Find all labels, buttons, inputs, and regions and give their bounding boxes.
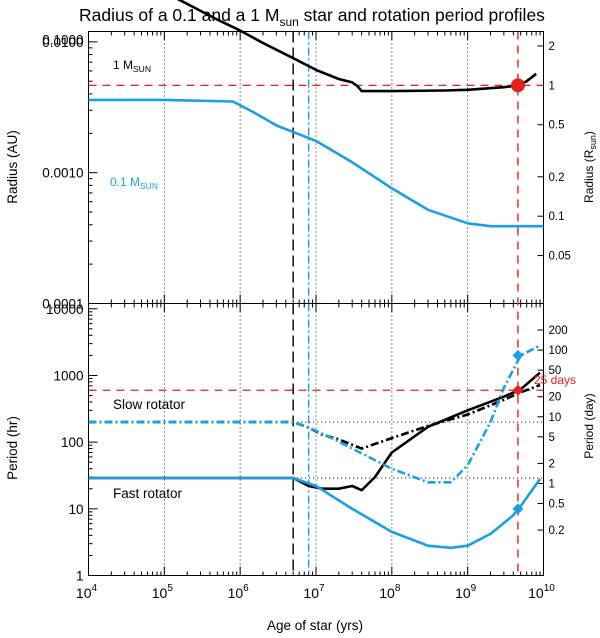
bottom-y-axis-label: Period (hr)	[5, 416, 20, 480]
top-y-axis-label: Radius (AU)	[5, 130, 20, 204]
title-main: Radius of a 0.1 and a 1 M	[79, 5, 279, 25]
x-axis-label: Age of star (yrs)	[267, 618, 363, 633]
x-tick-exponent: 5	[167, 583, 173, 594]
top-right-axis-label-main: Radius (R	[582, 149, 596, 203]
y-tick-label: 0.0100	[42, 35, 83, 50]
right-y-tick-label: 2	[549, 41, 555, 53]
y-tick-label: 100	[61, 435, 84, 450]
x-tick-label: 106	[228, 583, 250, 601]
y-tick-label: 1	[76, 569, 84, 584]
data-markers	[510, 78, 525, 515]
y-tick-label: 10000	[46, 302, 84, 317]
x-tick-exponent: 9	[471, 583, 477, 594]
series-line	[88, 383, 541, 450]
right-y-tick-label: 100	[549, 345, 568, 357]
right-y-tick-label: 2	[549, 458, 555, 470]
x-tick-label: 105	[152, 583, 174, 601]
right-y-tick-label: 0.5	[549, 120, 565, 132]
right-y-tick-label: 0.05	[549, 251, 571, 263]
series-label-1msun-sub: SUN	[133, 64, 151, 74]
x-tick-exponent: 7	[319, 583, 325, 594]
title-sub: sun	[279, 15, 298, 29]
top-right-axis-label: Radius (Rsun)	[582, 131, 598, 203]
y-tick-label: 1000	[53, 368, 83, 383]
y-tick-label: 10	[68, 502, 83, 517]
series-line	[88, 98, 544, 228]
x-tick-exponent: 4	[92, 583, 98, 594]
series-label-0.1msun: 0.1 MSUN	[110, 175, 158, 191]
right-y-tick-label: 0.1	[549, 211, 565, 223]
chart-title: Radius of a 0.1 and a 1 Msun star and ro…	[79, 5, 545, 29]
x-tick-label: 108	[379, 583, 401, 601]
series-line	[88, 344, 541, 484]
series-label-0.1msun-main: 0.1 M	[110, 175, 140, 189]
right-y-tick-label: 0.5	[549, 499, 565, 511]
x-tick-exponent: 6	[243, 583, 249, 594]
axis-ticks	[88, 31, 544, 576]
x-tick-label: 109	[455, 583, 477, 601]
marker-diamond	[512, 384, 524, 396]
right-y-tick-label: 1	[549, 80, 555, 92]
marker-diamond	[512, 349, 524, 361]
x-tick-label: 107	[303, 583, 325, 601]
y-tick-label: 0.0010	[42, 166, 83, 181]
series-line	[88, 371, 541, 492]
reference-hlines	[88, 84, 544, 479]
hline-label-25-days: 25 days	[534, 373, 576, 387]
right-y-tick-label: 200	[549, 325, 568, 337]
y-tick-label: 0.1000	[42, 33, 83, 48]
right-y-tick-label: 20	[549, 392, 562, 404]
series-lines	[88, 0, 544, 550]
right-y-tick-label: 50	[549, 365, 562, 377]
x-tick-label: 104	[76, 583, 98, 601]
tick-labels: 104 105 106 107 108 109 10100.00010.00100.0100…	[42, 33, 571, 602]
right-y-tick-label: 0.2	[549, 525, 565, 537]
marker-diamond	[512, 503, 524, 515]
title-rest: star and rotation period profiles	[299, 5, 545, 25]
right-y-tick-label: 0.2	[549, 172, 565, 184]
series-label-1msun-main: 1 M	[113, 58, 133, 72]
series-label-1msun: 1 MSUN	[113, 58, 151, 74]
series-label-0.1msun-sub: SUN	[140, 181, 158, 191]
right-y-tick-label: 1	[549, 478, 555, 490]
x-tick-label: 1010	[528, 583, 555, 601]
top-right-axis-label-sub: sun	[588, 135, 598, 150]
right-y-tick-label: 10	[549, 412, 562, 424]
y-tick-label: 0.0001	[42, 297, 83, 312]
right-y-tick-label: 5	[549, 432, 555, 444]
x-tick-exponent: 8	[395, 583, 401, 594]
annotation-slow-rotator: Slow rotator	[113, 397, 186, 412]
marker-circle	[510, 78, 525, 93]
x-tick-exponent: 10	[544, 583, 556, 594]
bottom-right-axis-label: Period (day)	[582, 393, 596, 458]
series-line	[176, 0, 537, 93]
annotation-fast-rotator: Fast rotator	[113, 486, 183, 501]
top-right-axis-label-end: )	[582, 131, 596, 135]
series-line	[88, 476, 542, 550]
